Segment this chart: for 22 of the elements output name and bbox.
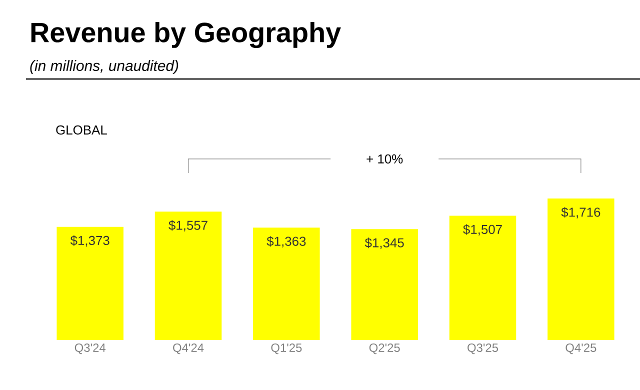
x-tick-label: Q3'24: [74, 344, 106, 354]
bar: [351, 229, 418, 340]
chart-subtitle: (in millions, unaudited): [30, 60, 178, 74]
data-label: $1,507: [463, 224, 502, 236]
x-tick-label: Q3'25: [468, 344, 498, 354]
data-label: $1,345: [364, 238, 404, 249]
data-label: $1,557: [168, 220, 208, 232]
x-tick-label: Q2'25: [369, 344, 400, 354]
x-tick-label: Q4'25: [566, 344, 596, 354]
data-label: $1,363: [266, 236, 306, 248]
bar: [548, 198, 614, 340]
bar: [253, 228, 320, 340]
chart-title: Revenue by Geography: [31, 22, 341, 48]
bar: [56, 226, 124, 340]
data-label: $1,716: [561, 207, 600, 218]
x-tick-label: Q4'24: [173, 344, 204, 354]
data-label: $1,373: [70, 235, 110, 247]
text: + 10%: [366, 154, 403, 164]
bar: [449, 216, 516, 340]
bar: [154, 212, 222, 340]
text: GLOBAL: [56, 125, 107, 135]
x-tick-label: Q1'25: [271, 344, 302, 354]
